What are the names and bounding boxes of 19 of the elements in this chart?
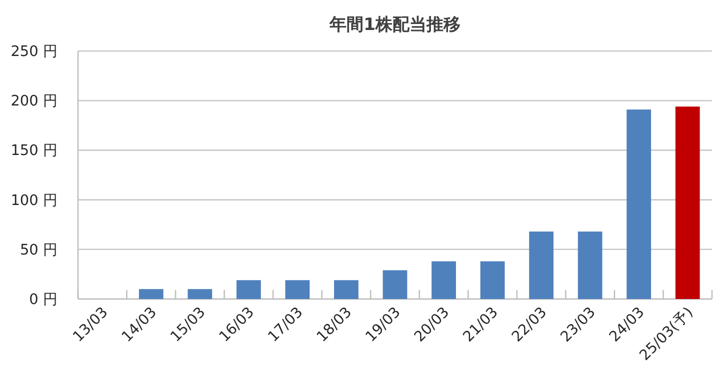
bar <box>285 280 310 299</box>
y-tick-label: 150 円 <box>10 143 58 160</box>
chart-title: 年間1株配当推移 <box>328 15 460 35</box>
bar <box>626 110 652 299</box>
y-tick-label: 100 円 <box>10 192 58 209</box>
y-tick-label: 250 円 <box>10 44 58 60</box>
bar <box>236 280 261 299</box>
y-tick-label: 50 円 <box>20 242 58 258</box>
bar <box>138 289 164 299</box>
bar <box>382 270 408 299</box>
bar <box>529 232 554 299</box>
y-tick-label: 200 円 <box>10 94 58 110</box>
bar <box>334 280 358 299</box>
y-tick-label: 0 円 <box>29 292 58 308</box>
bar <box>480 261 505 299</box>
bar <box>188 289 212 299</box>
bar <box>675 106 700 299</box>
bar <box>432 261 456 299</box>
bar <box>578 232 602 299</box>
